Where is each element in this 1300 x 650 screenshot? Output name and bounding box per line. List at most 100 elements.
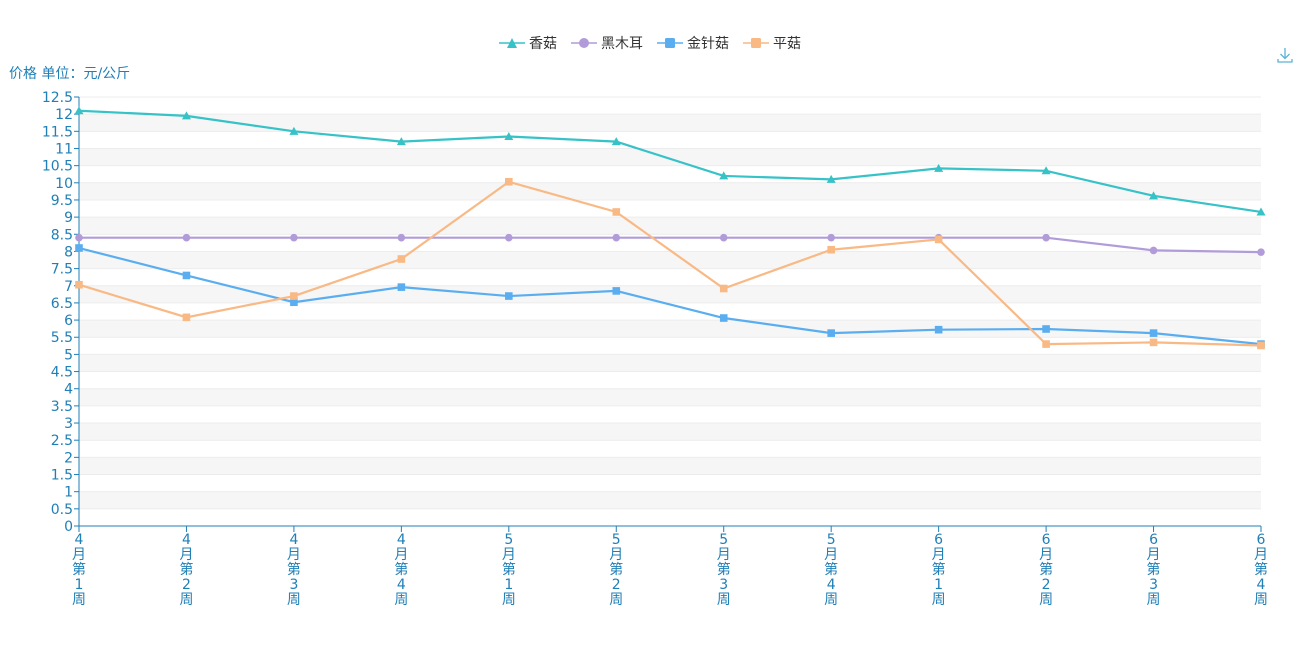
data-point <box>505 292 513 300</box>
grid-band <box>79 491 1261 509</box>
y-tick-label: 9 <box>64 210 73 226</box>
legend-swatch <box>657 38 683 48</box>
data-point <box>182 271 191 280</box>
data-point <box>1149 246 1158 255</box>
data-point <box>397 233 406 242</box>
grid-band <box>79 320 1261 338</box>
y-tick-label: 11 <box>55 141 73 157</box>
data-point <box>612 287 621 295</box>
y-tick-label: 3 <box>64 416 73 432</box>
data-point <box>827 233 835 242</box>
x-tick-label: 6 月第 2 周 <box>1039 532 1053 608</box>
data-point <box>75 244 83 252</box>
download-icon[interactable] <box>1276 46 1294 64</box>
y-tick-label: 5.5 <box>51 330 73 346</box>
data-point <box>719 314 728 322</box>
y-tick-label: 0.5 <box>51 502 73 518</box>
data-point <box>719 233 728 242</box>
y-tick-label: 1.5 <box>51 468 73 484</box>
y-tick-label: 12 <box>55 107 73 123</box>
y-tick-label: 7.5 <box>51 262 73 278</box>
data-point <box>1257 341 1265 350</box>
y-tick-label: 8 <box>64 244 73 260</box>
x-tick-label: 6 月第 3 周 <box>1147 532 1161 608</box>
data-point <box>719 284 728 293</box>
legend-item[interactable]: 香菇 <box>499 33 557 53</box>
y-tick-label: 10.5 <box>42 159 73 175</box>
data-point <box>611 137 621 146</box>
data-point <box>1257 248 1265 256</box>
y-tick-label: 10 <box>55 176 73 192</box>
legend-item[interactable]: 黑木耳 <box>571 33 643 53</box>
series-line-1 <box>79 236 1262 254</box>
grid-band <box>79 251 1261 269</box>
legend-item[interactable]: 金针菇 <box>657 33 729 53</box>
y-tick-label: 2.5 <box>51 433 73 449</box>
x-tick-label: 5 月第 1 周 <box>502 532 516 608</box>
series-line-0 <box>78 109 1262 214</box>
series-line-3 <box>78 180 1262 347</box>
grid-band <box>79 423 1261 441</box>
x-tick-label: 4 月第 2 周 <box>179 532 193 608</box>
data-point <box>1149 338 1158 347</box>
y-axis-title: 价格 单位：元/公斤 <box>9 66 131 82</box>
legend-item[interactable]: 平菇 <box>743 33 801 53</box>
data-point <box>1041 166 1051 175</box>
grid-band <box>79 182 1261 200</box>
legend-swatch <box>571 38 597 48</box>
data-point <box>612 233 621 242</box>
data-point <box>182 313 191 322</box>
data-point <box>1042 340 1050 348</box>
data-point <box>826 174 836 183</box>
data-point <box>396 137 406 146</box>
data-point <box>75 233 83 242</box>
legend-label: 香菇 <box>529 36 557 52</box>
data-point <box>934 235 943 244</box>
y-tick-label: 7 <box>64 279 73 295</box>
grid-band <box>79 388 1261 406</box>
data-point <box>934 325 943 334</box>
grid-band <box>79 354 1261 372</box>
data-point <box>75 280 83 289</box>
x-tick-label: 4 月第 1 周 <box>72 532 86 608</box>
data-point <box>504 131 514 140</box>
y-tick-label: 12.5 <box>42 90 73 106</box>
data-point <box>1149 329 1158 337</box>
data-point <box>1042 325 1050 333</box>
data-point <box>934 163 944 172</box>
y-tick-label: 0 <box>64 519 73 535</box>
data-point <box>290 233 298 242</box>
y-tick-label: 9.5 <box>51 193 73 209</box>
x-tick-label: 6 月第 4 周 <box>1254 532 1268 608</box>
grid-band <box>79 457 1261 475</box>
data-point <box>505 177 513 186</box>
series-line-2 <box>78 246 1262 346</box>
y-tick-label: 3.5 <box>51 399 73 415</box>
y-tick-label: 4 <box>64 382 73 398</box>
data-point <box>397 255 406 263</box>
legend-swatch <box>499 38 525 48</box>
legend-label: 平菇 <box>773 36 801 52</box>
y-tick-label: 6.5 <box>51 296 73 312</box>
data-point <box>289 126 299 135</box>
data-point <box>181 111 191 120</box>
grid-band <box>79 217 1261 235</box>
x-tick-label: 4 月第 3 周 <box>287 532 301 608</box>
data-point <box>74 106 84 115</box>
y-tick-label: 8.5 <box>51 227 73 243</box>
x-tick-label: 5 月第 2 周 <box>609 532 623 608</box>
x-tick-label: 6 月第 1 周 <box>932 532 946 608</box>
grid-band <box>79 148 1261 166</box>
data-point <box>290 298 298 307</box>
legend-swatch <box>743 38 769 48</box>
y-tick-label: 4.5 <box>51 365 73 381</box>
x-tick-label: 5 月第 3 周 <box>717 532 731 608</box>
y-tick-label: 6 <box>64 313 73 329</box>
data-point <box>612 208 621 216</box>
data-point <box>505 233 513 242</box>
data-point <box>827 329 835 337</box>
data-point <box>397 283 406 291</box>
legend: 香菇 黑木耳 金针菇 平菇 <box>0 33 1300 53</box>
x-tick-label: 4 月第 4 周 <box>394 532 408 608</box>
